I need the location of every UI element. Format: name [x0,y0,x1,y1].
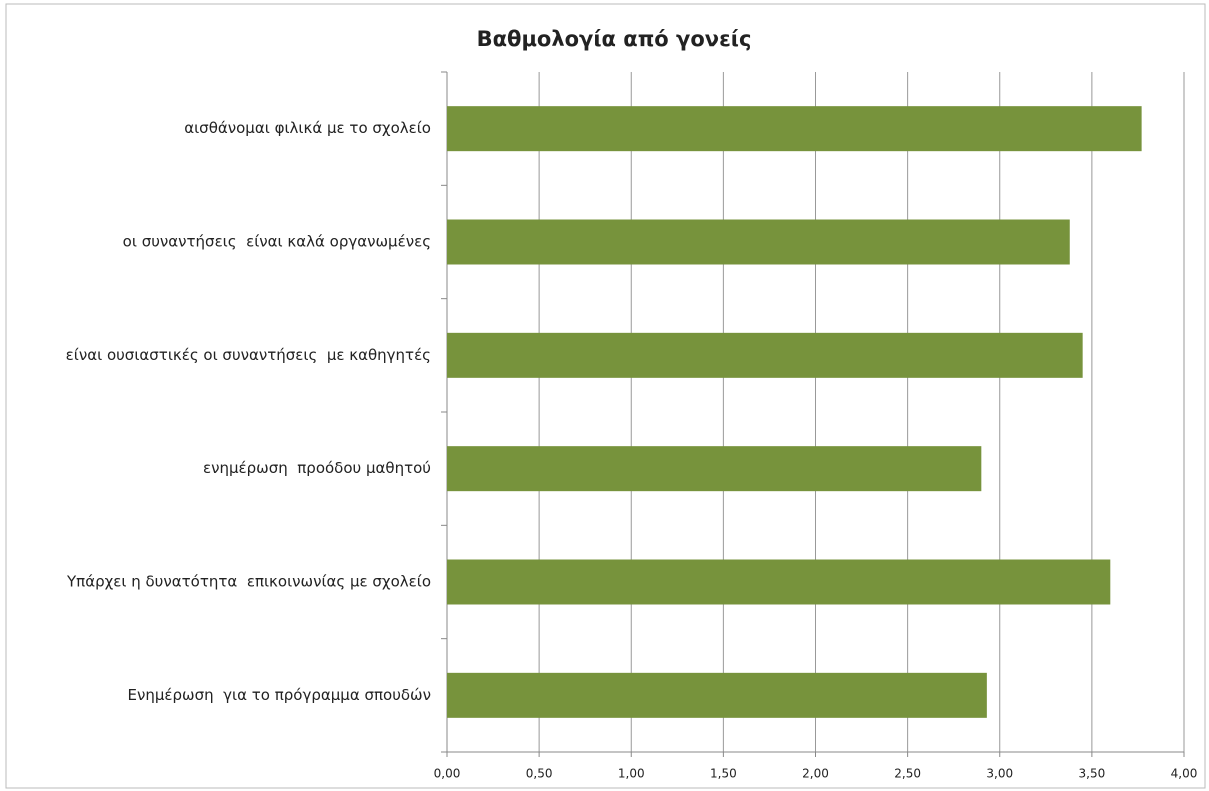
bar [447,106,1142,152]
y-tick-label: οι συναντήσεις είναι καλά οργανωμένες [123,233,431,251]
x-tick-label: 0,50 [526,767,553,781]
bar [447,559,1111,605]
x-tick-label: 0,00 [434,767,461,781]
y-tick-label: Ενημέρωση για το πρόγραμμα σπουδών [127,686,431,704]
bar [447,672,987,718]
y-tick-label: αισθάνομαι φιλικά με το σχολείο [184,119,431,137]
x-tick-label: 1,00 [618,767,645,781]
x-tick-label: 1,50 [710,767,737,781]
bar [447,332,1083,378]
x-tick-label: 3,00 [986,767,1013,781]
x-tick-label: 2,00 [802,767,829,781]
y-tick-label: είναι ουσιαστικές οι συναντήσεις με καθη… [66,346,431,364]
bar [447,446,982,492]
x-tick-label: 4,00 [1171,767,1198,781]
bar [447,219,1070,265]
y-tick-label: Υπάρχει η δυνατότητα επικοινωνίας με σχο… [66,573,431,591]
chart-title: Βαθμολογία από γονείς [477,27,752,51]
x-tick-label: 3,50 [1079,767,1106,781]
x-tick-label: 2,50 [894,767,921,781]
y-tick-label: ενημέρωση προόδου μαθητού [203,459,431,477]
